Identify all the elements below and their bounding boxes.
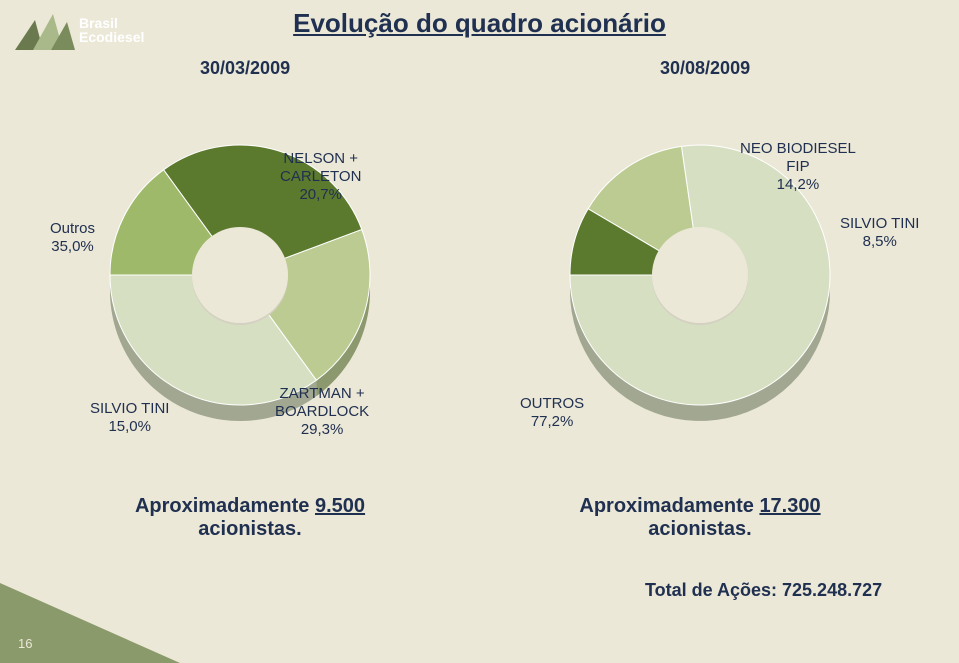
right-slice-label-2: SILVIO TINI8,5% (840, 215, 919, 251)
caption-right: Aproximadamente 17.300 acionistas. (560, 495, 840, 541)
page-title: Evolução do quadro acionário (0, 8, 959, 39)
left-slice-label-2: ZARTMAN +BOARDLOCK29,3% (275, 385, 369, 439)
pie-chart-right (0, 0, 959, 663)
caption-left: Aproximadamente 9.500 acionistas. (120, 495, 380, 541)
right-slice-label-1: NEO BIODIESELFIP14,2% (740, 140, 856, 194)
pie-chart-left (0, 0, 959, 663)
slide: { "brand": { "line1": "Brasil", "line2":… (0, 0, 959, 663)
left-slice-label-3: SILVIO TINI15,0% (90, 400, 169, 436)
page-number: 16 (18, 636, 32, 651)
total-shares: Total de Ações: 725.248.727 (645, 580, 882, 601)
date-left: 30/03/2009 (200, 58, 290, 79)
date-right: 30/08/2009 (660, 58, 750, 79)
corner-decor (0, 583, 180, 663)
left-slice-label-1: NELSON +CARLETON20,7% (280, 150, 361, 204)
left-slice-label-0: Outros35,0% (50, 220, 95, 256)
right-slice-label-0: OUTROS77,2% (520, 395, 584, 431)
